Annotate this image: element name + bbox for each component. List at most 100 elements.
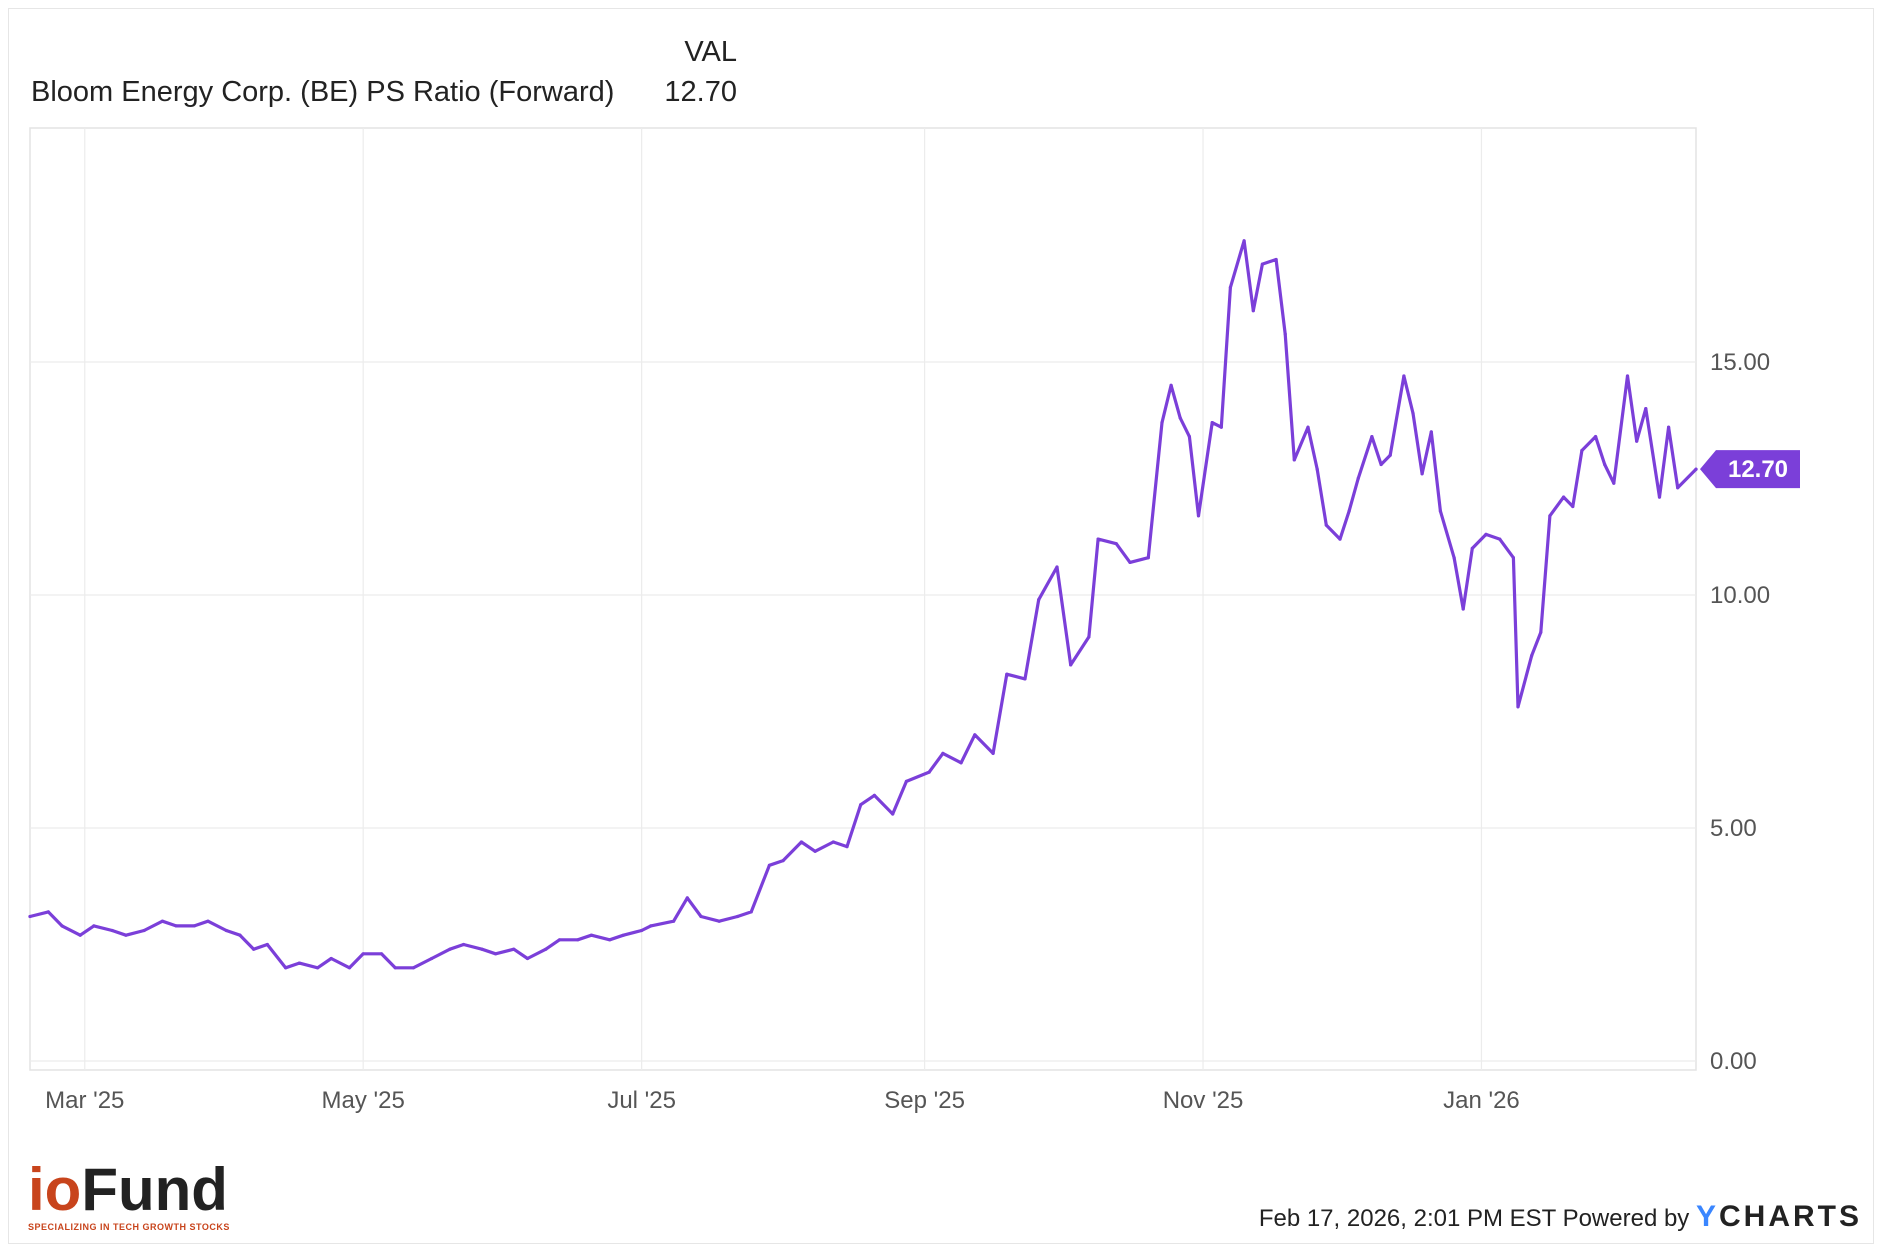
x-tick-label: Mar '25 xyxy=(45,1087,124,1114)
series-point xyxy=(1005,672,1009,676)
series-point xyxy=(1516,705,1520,709)
series-point xyxy=(1594,435,1598,439)
series-point xyxy=(1087,635,1091,639)
series-point xyxy=(904,779,909,784)
series-point xyxy=(1438,509,1442,513)
series-point xyxy=(1429,430,1433,434)
series-point xyxy=(1096,537,1100,541)
series-point xyxy=(1178,416,1182,420)
series-point xyxy=(1379,462,1383,467)
timestamp: Feb 17, 2026, 2:01 PM EST xyxy=(1258,1205,1556,1232)
series-point xyxy=(361,952,365,956)
series-point xyxy=(557,938,562,942)
series-point xyxy=(621,933,626,937)
series-point xyxy=(78,933,82,937)
x-tick-label: Nov '25 xyxy=(1163,1087,1244,1114)
series-point xyxy=(891,812,895,816)
series-point xyxy=(1169,383,1173,387)
series-point xyxy=(699,914,703,919)
x-tick-label: Jul '25 xyxy=(607,1087,676,1114)
series-point xyxy=(1452,556,1456,560)
series-point xyxy=(160,919,164,923)
x-tick-label: May '25 xyxy=(322,1087,405,1114)
x-tick-label: Sep '25 xyxy=(884,1087,965,1114)
series-point xyxy=(1571,504,1575,509)
series-point xyxy=(297,961,301,965)
series-point xyxy=(1644,407,1648,411)
y-axis-ticks: 0.00 5.00 10.00 15.00 xyxy=(1710,349,1770,1075)
series-point xyxy=(1370,435,1374,439)
last-value-label-bg xyxy=(1700,450,1800,489)
series-point xyxy=(1347,509,1351,513)
ycharts-logo[interactable]: YCHARTS xyxy=(1696,1200,1862,1233)
series-point xyxy=(831,840,835,844)
series-point xyxy=(749,910,753,914)
series-point xyxy=(927,770,931,774)
series-point xyxy=(1461,607,1465,611)
series-point xyxy=(1069,663,1073,667)
series-point xyxy=(462,942,466,947)
series-point xyxy=(174,924,178,928)
series-point xyxy=(347,966,352,970)
series-point xyxy=(192,924,196,928)
series-point xyxy=(1667,425,1671,429)
series-point xyxy=(1511,556,1515,560)
series-point xyxy=(494,952,498,956)
series-point xyxy=(46,910,50,914)
series-point xyxy=(124,933,128,937)
series-point xyxy=(589,933,594,937)
series-point xyxy=(1562,495,1566,499)
series-point xyxy=(1306,425,1310,429)
legend-series-value: 12.70 xyxy=(664,76,737,108)
series-point xyxy=(1603,462,1607,467)
series-point xyxy=(1612,481,1616,485)
series-point xyxy=(1210,421,1214,425)
series-point xyxy=(525,956,530,961)
series-line[interactable] xyxy=(28,239,1698,970)
series-point xyxy=(1530,654,1534,658)
series-point xyxy=(1676,486,1680,490)
series-point xyxy=(284,966,288,970)
series-point xyxy=(1470,546,1474,551)
series-point xyxy=(28,914,32,919)
series-point xyxy=(1356,476,1360,481)
y-tick-label: 5.00 xyxy=(1710,815,1757,842)
legend-series-name[interactable]: Bloom Energy Corp. (BE) PS Ratio (Forwar… xyxy=(31,76,615,108)
series-point xyxy=(799,840,804,844)
series-point xyxy=(1219,425,1223,429)
series-point xyxy=(224,928,228,933)
series-point xyxy=(110,928,114,933)
last-value-label: 12.70 xyxy=(1700,450,1800,489)
series-point xyxy=(1242,239,1246,243)
series-point xyxy=(379,952,384,956)
series-point xyxy=(448,947,452,951)
series-point xyxy=(576,938,580,942)
series-point xyxy=(1228,285,1232,289)
series-point xyxy=(845,845,849,849)
series-point xyxy=(1260,262,1264,266)
series-point xyxy=(1251,309,1255,313)
series-point xyxy=(316,966,320,970)
series-point xyxy=(1635,439,1639,443)
series-point xyxy=(1388,453,1392,457)
series-point xyxy=(238,933,242,937)
series-point xyxy=(1023,677,1027,681)
chart-frame xyxy=(8,8,1874,1244)
series-point xyxy=(1187,435,1191,439)
series-point xyxy=(608,938,612,942)
series-point xyxy=(1694,467,1698,471)
series-point xyxy=(649,924,653,928)
series-point xyxy=(480,947,484,951)
series-point xyxy=(512,947,516,951)
series-point xyxy=(265,942,269,947)
legend-column-header: VAL xyxy=(684,36,737,68)
series-point xyxy=(1402,374,1406,378)
grid-lines xyxy=(30,128,1696,1070)
series-point xyxy=(1324,523,1328,527)
series-point xyxy=(1548,514,1552,518)
series-point xyxy=(544,947,548,951)
ycharts-wordmark: CHARTS xyxy=(1719,1200,1862,1233)
series-point xyxy=(941,751,945,756)
series-point xyxy=(781,859,785,863)
series-point xyxy=(1315,467,1319,471)
